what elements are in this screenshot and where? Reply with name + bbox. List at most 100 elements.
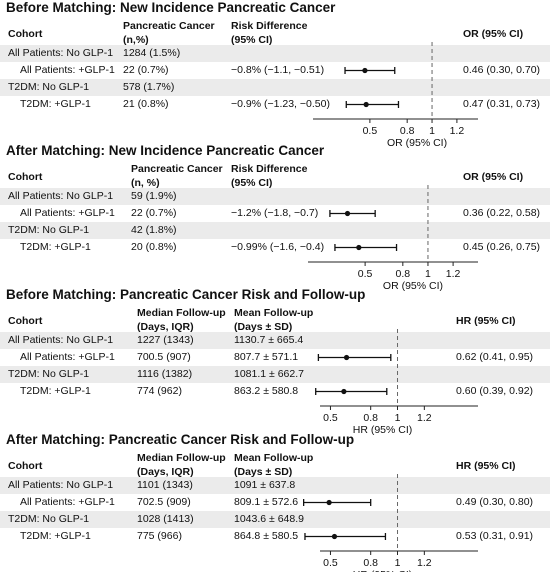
- col3-value: 1081.1 ± 662.7: [234, 368, 304, 380]
- header-estimate: OR (95% CI): [463, 170, 523, 184]
- panel-title: After Matching: New Incidence Pancreatic…: [6, 143, 325, 158]
- header-estimate-line: HR (95% CI): [456, 315, 516, 327]
- estimate-text: 0.47 (0.31, 0.73): [463, 98, 541, 110]
- x-axis-title: HR (95% CI): [353, 569, 413, 572]
- col3-value: 864.8 ± 580.5: [234, 530, 299, 542]
- estimate-text: 0.46 (0.30, 0.70): [463, 64, 541, 76]
- header-estimate: HR (95% CI): [456, 314, 516, 328]
- x-axis-title: OR (95% CI): [383, 280, 443, 292]
- estimate-text: 0.53 (0.31, 0.91): [456, 530, 534, 542]
- cohort-label: T2DM: +GLP-1: [20, 385, 91, 397]
- header-col3: Risk Difference (95% CI): [231, 19, 307, 47]
- header-col3-line: (95% CI): [231, 177, 273, 189]
- col2-value: 22 (0.7%): [131, 207, 177, 219]
- x-tick-label: 1.2: [450, 125, 465, 137]
- col2-value: 20 (0.8%): [131, 241, 177, 253]
- point-estimate: [362, 67, 368, 74]
- header-col3: Mean Follow-up (Days ± SD): [234, 306, 313, 334]
- estimate-text: 0.49 (0.30, 0.80): [456, 496, 534, 508]
- table-row: T2DM: No GLP-1 42 (1.8%): [0, 222, 550, 239]
- estimate-text: 0.60 (0.39, 0.92): [456, 385, 534, 397]
- header-cohort: Cohort: [8, 170, 42, 184]
- cohort-label: T2DM: No GLP-1: [8, 224, 90, 236]
- header-cohort-line: Cohort: [8, 28, 43, 40]
- x-tick-label: 0.5: [358, 268, 373, 280]
- table-row: All Patients: No GLP-1 1227 (1343) 1130.7 …: [0, 332, 550, 349]
- forest-plot-area: 0.5 0.8 1 1.2 HR (95% CI): [302, 474, 478, 572]
- table-row: T2DM: +GLP-1 775 (966) 864.8 ± 580.5 0.53 (…: [0, 528, 550, 545]
- header-col3: Mean Follow-up (Days ± SD): [234, 451, 313, 479]
- col2-value: 1284 (1.5%): [123, 47, 181, 59]
- header-col2-line: Pancreatic Cancer: [131, 163, 223, 175]
- x-tick-label: 0.8: [400, 125, 415, 137]
- header-estimate: HR (95% CI): [456, 459, 516, 473]
- table-row: All Patients: +GLP-1 702.5 (909) 809.1 ± 5…: [0, 494, 550, 511]
- header-cohort: Cohort: [8, 314, 42, 328]
- forest-panel-4: After Matching: Pancreatic Cancer Risk a…: [0, 432, 550, 572]
- x-tick-label: 1.2: [446, 268, 461, 280]
- x-tick-label: 1: [425, 268, 431, 280]
- header-col3-line: (Days ± SD): [234, 466, 293, 478]
- cohort-label: All Patients: No GLP-1: [8, 190, 114, 202]
- col2-value: 59 (1.9%): [131, 190, 177, 202]
- header-estimate-line: OR (95% CI): [463, 28, 524, 40]
- point-estimate: [341, 388, 347, 395]
- x-tick-label: 1: [395, 557, 401, 569]
- point-estimate: [343, 354, 350, 361]
- cohort-label: T2DM: No GLP-1: [8, 368, 90, 380]
- cohort-label: All Patients: +GLP-1: [20, 496, 115, 508]
- header-col2-line: Pancreatic Cancer: [123, 20, 215, 32]
- x-tick-label: 1: [429, 125, 435, 137]
- header-estimate-line: OR (95% CI): [463, 171, 524, 183]
- col2-value: 700.5 (907): [137, 351, 191, 363]
- header-col3: Risk Difference (95% CI): [231, 162, 307, 190]
- cohort-label: All Patients: +GLP-1: [20, 207, 115, 219]
- x-tick-label: 0.5: [363, 125, 378, 137]
- estimate-text: 0.36 (0.22, 0.58): [463, 207, 541, 219]
- table-row: All Patients: +GLP-1 700.5 (907) 807.7 ± 5…: [0, 349, 550, 366]
- header-col2-line: (Days, IQR): [137, 466, 194, 478]
- col2-value: 1227 (1343): [137, 334, 194, 346]
- header-col3-line: Mean Follow-up: [234, 307, 314, 319]
- table-row: All Patients: No GLP-1 1284 (1.5%): [0, 45, 550, 62]
- table-row: T2DM: No GLP-1 578 (1.7%): [0, 79, 550, 96]
- header-col2-line: (n,%): [123, 34, 149, 46]
- col2-value: 1116 (1382): [137, 368, 193, 380]
- cohort-label: All Patients: No GLP-1: [8, 479, 114, 491]
- table-row: T2DM: +GLP-1 21 (0.8%) −0.9% (−1.23, −0.50…: [0, 96, 550, 113]
- x-tick-label: 0.8: [363, 557, 378, 569]
- cohort-label: T2DM: No GLP-1: [8, 513, 90, 525]
- col3-value: 807.7 ± 571.1: [234, 351, 299, 363]
- table-row: T2DM: No GLP-1 1116 (1382) 1081.1 ± 662.7: [0, 366, 550, 383]
- estimate-text: 0.62 (0.41, 0.95): [456, 351, 534, 363]
- col3-value: −0.99% (−1.6, −0.4): [231, 241, 325, 253]
- cohort-label: All Patients: +GLP-1: [20, 351, 115, 363]
- col3-value: −0.9% (−1.23, −0.50): [231, 98, 330, 110]
- x-tick-label: 1.2: [417, 412, 432, 424]
- header-col3-line: (95% CI): [231, 34, 273, 46]
- header-col3-line: Risk Difference: [231, 163, 308, 175]
- header-col2: Pancreatic Cancer (n,%): [123, 19, 215, 47]
- point-estimate: [344, 210, 351, 217]
- forest-plot-area: 0.5 0.8 1 1.2OR (95% CI): [308, 185, 478, 292]
- col2-value: 21 (0.8%): [123, 98, 169, 110]
- header-col2: Pancreatic Cancer (n, %): [131, 162, 223, 190]
- x-tick-label: 1: [395, 412, 401, 424]
- estimate-text: 0.45 (0.26, 0.75): [463, 241, 541, 253]
- point-estimate: [326, 499, 332, 506]
- panel-title: Before Matching: New Incidence Pancreati…: [6, 0, 336, 15]
- col2-value: 22 (0.7%): [123, 64, 169, 76]
- table-row: T2DM: No GLP-1 1028 (1413) 1043.6 ± 648.9: [0, 511, 550, 528]
- x-axis-title: OR (95% CI): [387, 137, 447, 149]
- col2-value: 1028 (1413): [137, 513, 194, 525]
- table-row: All Patients: +GLP-1 22 (0.7%) −1.2% (−1.8…: [0, 205, 550, 222]
- header-col2-line: Median Follow-up: [137, 307, 226, 319]
- col2-value: 42 (1.8%): [131, 224, 177, 236]
- table-row: T2DM: +GLP-1 774 (962) 863.2 ± 580.8 0.60 (…: [0, 383, 550, 400]
- forest-plot-area: 0.5 0.8 1 1.2OR (95% CI): [313, 42, 478, 149]
- panel-title: Before Matching: Pancreatic Cancer Risk …: [6, 287, 366, 302]
- header-col3-line: (Days ± SD): [234, 321, 293, 333]
- col3-value: 1043.6 ± 648.9: [234, 513, 304, 525]
- x-tick-label: 1.2: [417, 557, 432, 569]
- point-estimate: [363, 101, 369, 108]
